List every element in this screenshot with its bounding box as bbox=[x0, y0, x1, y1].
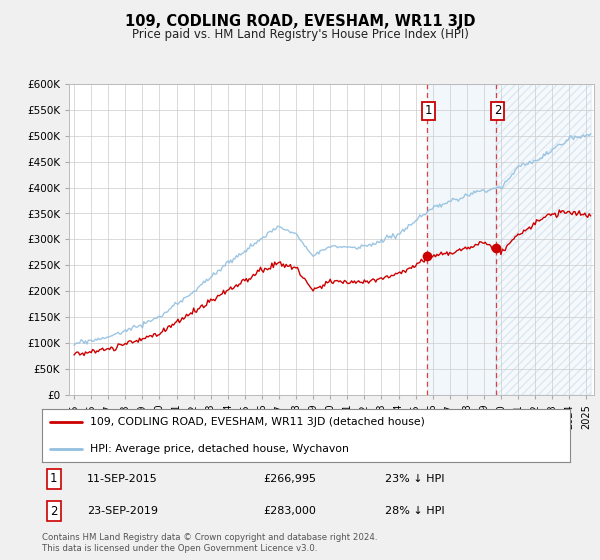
Text: 2: 2 bbox=[50, 505, 58, 517]
Text: HPI: Average price, detached house, Wychavon: HPI: Average price, detached house, Wych… bbox=[89, 444, 349, 454]
Bar bbox=[496, 84, 592, 395]
Text: 109, CODLING ROAD, EVESHAM, WR11 3JD (detached house): 109, CODLING ROAD, EVESHAM, WR11 3JD (de… bbox=[89, 417, 424, 427]
Text: 2: 2 bbox=[494, 104, 502, 118]
Text: 23% ↓ HPI: 23% ↓ HPI bbox=[385, 474, 445, 484]
Text: 1: 1 bbox=[425, 104, 433, 118]
Text: 11-SEP-2015: 11-SEP-2015 bbox=[87, 474, 158, 484]
Text: Price paid vs. HM Land Registry's House Price Index (HPI): Price paid vs. HM Land Registry's House … bbox=[131, 28, 469, 41]
Text: 23-SEP-2019: 23-SEP-2019 bbox=[87, 506, 158, 516]
Bar bbox=[427, 84, 496, 395]
Text: 28% ↓ HPI: 28% ↓ HPI bbox=[385, 506, 445, 516]
Bar bbox=[496, 84, 592, 395]
Text: 1: 1 bbox=[50, 473, 58, 486]
Text: £266,995: £266,995 bbox=[264, 474, 317, 484]
Text: Contains HM Land Registry data © Crown copyright and database right 2024.
This d: Contains HM Land Registry data © Crown c… bbox=[42, 533, 377, 553]
Text: 109, CODLING ROAD, EVESHAM, WR11 3JD: 109, CODLING ROAD, EVESHAM, WR11 3JD bbox=[125, 14, 475, 29]
Text: £283,000: £283,000 bbox=[264, 506, 317, 516]
